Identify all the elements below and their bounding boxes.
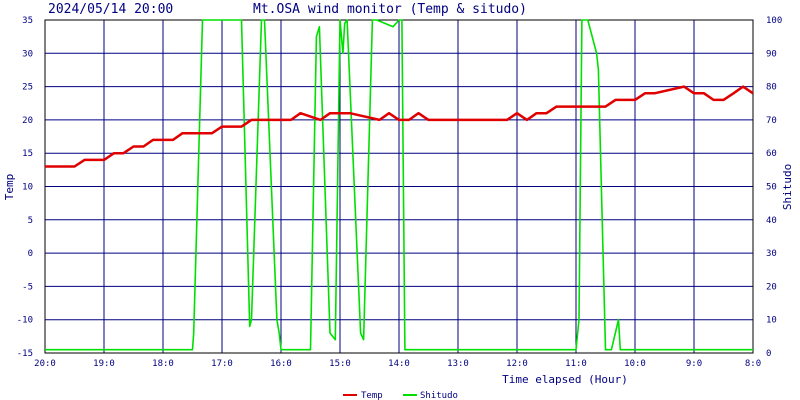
x-tick-label: 17:0 [211, 359, 233, 369]
y-left-tick-label: 0 [28, 249, 33, 259]
y-right-tick-label: 90 [766, 49, 777, 59]
x-tick-label: 8:0 [745, 359, 761, 369]
y-left-tick-label: 10 [22, 183, 33, 193]
y-left-tick-label: 25 [22, 83, 33, 93]
y-right-tick-label: 30 [766, 249, 777, 259]
x-tick-label: 19:0 [93, 359, 115, 369]
x-tick-label: 10:0 [624, 359, 646, 369]
y-axis-label-right: Shitudo [781, 164, 794, 210]
y-right-tick-label: 100 [766, 16, 782, 26]
y-left-tick-label: 15 [22, 149, 33, 159]
chart-timestamp: 2024/05/14 20:00 [48, 2, 173, 17]
x-tick-label: 9:0 [686, 359, 702, 369]
chart-title: Mt.OSA wind monitor (Temp & situdo) [253, 2, 527, 17]
x-tick-labels: 20:0 19:0 18:0 17:0 16:0 15:0 14:0 13:0 12:0 11:0… [34, 359, 761, 369]
series-line-temp [45, 85, 754, 168]
y-right-tick-label: 0 [766, 349, 771, 359]
y-left-tick-label: 5 [28, 216, 33, 226]
y-left-tick-label: 35 [22, 16, 33, 26]
x-tick-label: 20:0 [34, 359, 56, 369]
y-left-tick-label: -10 [17, 316, 33, 326]
x-axis-label: Time elapsed (Hour) [502, 373, 628, 386]
y-right-tick-label: 20 [766, 282, 777, 292]
y-right-tick-label: 60 [766, 149, 777, 159]
y-left-tick-label: -15 [17, 349, 33, 359]
y-right-tick-label: 50 [766, 183, 777, 193]
legend-label-shitudo: Shitudo [420, 391, 458, 400]
x-tick-label: 18:0 [152, 359, 174, 369]
legend-label-temp: Temp [361, 391, 383, 400]
x-tick-label: 12:0 [506, 359, 528, 369]
x-tick-label: 14:0 [388, 359, 410, 369]
y-left-tick-labels: -15 -10 -5 0 5 10 15 20 25 30 35 [17, 16, 33, 359]
y-right-tick-label: 40 [766, 216, 777, 226]
y-left-tick-label: 30 [22, 49, 33, 59]
y-axis-label-left: Temp [3, 174, 16, 201]
y-right-tick-labels: 0 10 20 30 40 50 60 70 80 90 100 [766, 16, 782, 359]
x-tick-label: 13:0 [447, 359, 469, 369]
chart-legend: Temp Shitudo [343, 391, 458, 400]
x-tick-label: 15:0 [329, 359, 351, 369]
y-right-tick-label: 70 [766, 116, 777, 126]
y-left-tick-label: 20 [22, 116, 33, 126]
y-right-tick-label: 10 [766, 316, 777, 326]
x-tick-label: 11:0 [565, 359, 587, 369]
y-right-tick-label: 80 [766, 83, 777, 93]
y-left-tick-label: -5 [22, 282, 33, 292]
x-tick-label: 16:0 [270, 359, 292, 369]
series-layer [45, 19, 754, 351]
plot-grid [44, 19, 754, 354]
